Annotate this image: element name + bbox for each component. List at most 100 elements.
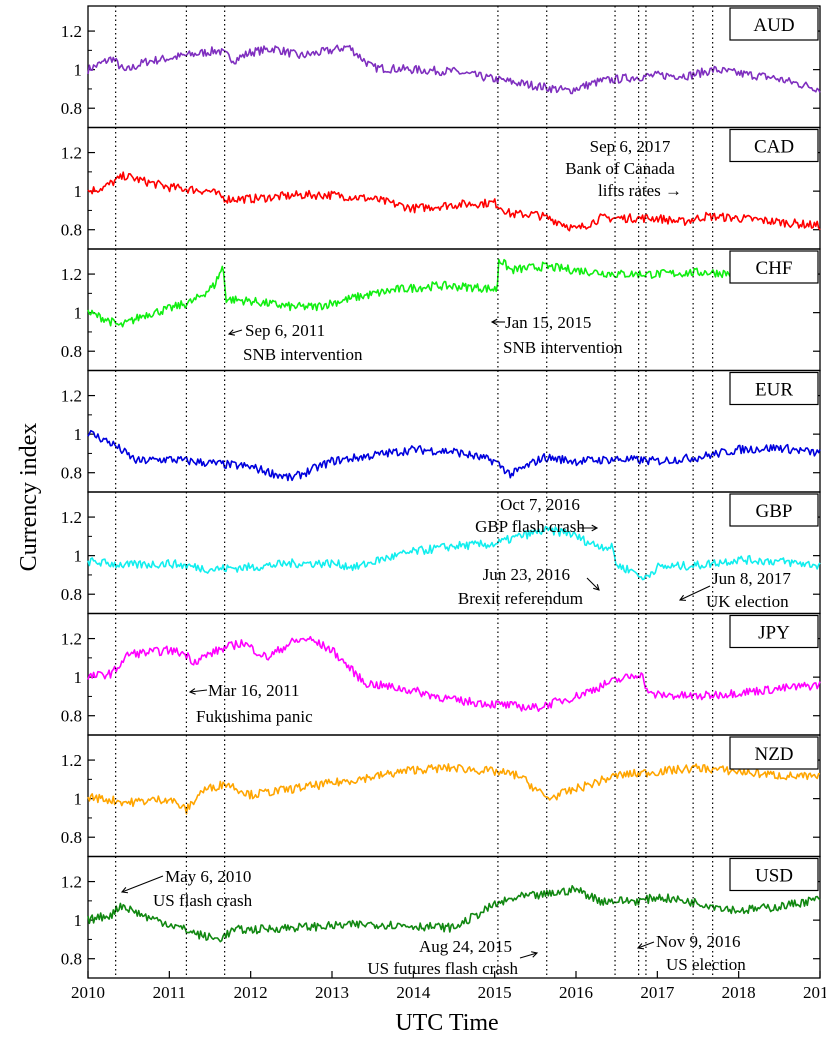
annotation: Jan 15, 2015 SNB intervention [503, 313, 623, 357]
y-tick-label: 1.2 [61, 22, 82, 41]
x-tick-label: 2018 [722, 983, 756, 1002]
annotation-arrow [679, 585, 711, 601]
annotation: Mar 16, 2011 Fukushima panic [196, 681, 313, 726]
y-tick-label: 1.2 [61, 508, 82, 527]
series-line-cad [87, 171, 821, 232]
y-tick-label: 0.8 [61, 221, 82, 240]
annotation: Oct 7, 2016 GBP flash crash [475, 495, 585, 536]
currency-label: NZD [754, 744, 793, 765]
panel-chf: 0.8 1 1.2 CHF [61, 248, 821, 372]
currency-label: CAD [754, 137, 794, 158]
y-tick-label: 1.2 [61, 387, 82, 406]
annotation-arrow [121, 875, 164, 893]
y-tick-label: 1.2 [61, 265, 82, 284]
y-tick-label: 0.8 [61, 585, 82, 604]
annotation: Jun 8, 2017 UK election [706, 569, 791, 611]
annotation-arrowhead [188, 688, 196, 695]
panel-frame [87, 369, 821, 493]
annotation: Nov 9, 2016 US election [656, 932, 746, 974]
x-tick-label: 2016 [559, 983, 593, 1002]
y-axis-title: Currency index [16, 423, 42, 572]
panels: 0.8 1 1.2 AUD 0.8 1 1.2 CAD 0.8 1 1.2 CHF 0.8 1 1.2 EUR… [61, 5, 821, 979]
y-tick-label: 1 [74, 911, 83, 930]
annotation: Sep 6, 2011 SNB intervention [243, 321, 363, 364]
y-tick-label: 1 [74, 61, 83, 80]
x-axis-title: UTC Time [395, 1010, 498, 1036]
y-tick-label: 0.8 [61, 342, 82, 361]
y-tick-label: 0.8 [61, 950, 82, 969]
y-tick-label: 1 [74, 547, 83, 566]
y-tick-label: 0.8 [61, 99, 82, 118]
annotation-arrow [519, 952, 538, 959]
x-tick-label: 2011 [153, 983, 186, 1002]
currency-label: EUR [755, 380, 793, 401]
currency-label-box [729, 128, 819, 163]
series-line-usd [87, 885, 821, 943]
currency-label-box [729, 614, 819, 649]
annotation-text: Sep 6, 2017 [590, 137, 671, 156]
x-axis: 2010 2011 2012 2013 2014 2015 2016 2017 2018 2019 [71, 971, 826, 1002]
annotation-arrowhead [636, 943, 645, 950]
x-tick-label: 2017 [640, 983, 675, 1002]
annotation-text: Jun 23, 2016 [483, 565, 570, 584]
panel-eur: 0.8 1 1.2 EUR [61, 369, 821, 493]
annotation-arrowhead [227, 329, 235, 336]
annotation-arrow [189, 689, 208, 693]
series-line-nzd [87, 763, 821, 815]
y-tick-label: 1 [74, 668, 83, 687]
y-tick-label: 1.2 [61, 751, 82, 770]
y-tick-label: 0.8 [61, 464, 82, 483]
annotation-text: Aug 24, 2015 [419, 937, 512, 956]
annotation-text: UK election [706, 592, 789, 611]
x-tick-label: 2013 [315, 983, 349, 1002]
panel-nzd: 0.8 1 1.2 NZD [61, 734, 821, 858]
annotation: Jun 23, 2016 Brexit referendum [458, 565, 583, 608]
annotation-arrowhead [591, 524, 599, 532]
annotation-text: May 6, 2010 [165, 867, 251, 886]
panel-frame [87, 5, 821, 129]
annotation-text: Brexit referendum [458, 589, 583, 608]
currency-label: AUD [753, 15, 794, 36]
y-tick-label: 1 [74, 182, 83, 201]
series-line-eur [87, 429, 821, 482]
annotation-text: Oct 7, 2016 [500, 495, 580, 514]
currency-label-box [729, 250, 819, 284]
annotation-text: SNB intervention [503, 338, 623, 357]
annotation-text: Jan 15, 2015 [505, 313, 591, 332]
currency-label: JPY [758, 623, 790, 644]
y-tick-label: 1 [74, 425, 83, 444]
series-line-jpy [87, 635, 821, 712]
y-tick-label: 1.2 [61, 144, 82, 163]
annotation-text: US futures flash crash [367, 959, 518, 978]
x-tick-label: 2010 [71, 983, 105, 1002]
annotation-arrowhead [678, 594, 687, 601]
y-tick-label: 1.2 [61, 873, 82, 892]
annotation-arrow [228, 329, 243, 335]
panel-cad: 0.8 1 1.2 CAD [61, 126, 821, 250]
annotation-arrow [637, 941, 655, 949]
panel-aud: 0.8 1 1.2 AUD [61, 5, 821, 129]
x-tick-label: 2019 [803, 983, 826, 1002]
y-tick-label: 0.8 [61, 707, 82, 726]
series-line-aud [87, 44, 821, 95]
annotation-text: US election [666, 955, 746, 974]
currency-label-box [729, 857, 819, 892]
y-tick-label: 1 [74, 304, 83, 323]
annotation-text: GBP flash crash [475, 517, 585, 536]
event-lines [115, 6, 714, 978]
annotation: Aug 24, 2015 US futures flash crash [367, 937, 518, 978]
y-tick-label: 0.8 [61, 828, 82, 847]
panel-jpy: 0.8 1 1.2 JPY [61, 612, 821, 736]
annotation: Sep 6, 2017 Bank of Canada lifts rates → [565, 137, 682, 200]
annotation-arrowhead [593, 584, 600, 591]
currency-label-box [729, 493, 819, 527]
panel-usd: 0.8 1 1.2 USD [61, 855, 821, 979]
annotation: May 6, 2010 US flash crash [153, 867, 253, 910]
currency-label: USD [755, 866, 793, 887]
currency-label-box [729, 736, 819, 770]
annotation-text: SNB intervention [243, 345, 363, 364]
y-tick-label: 1.2 [61, 630, 82, 649]
x-tick-label: 2012 [234, 983, 268, 1002]
